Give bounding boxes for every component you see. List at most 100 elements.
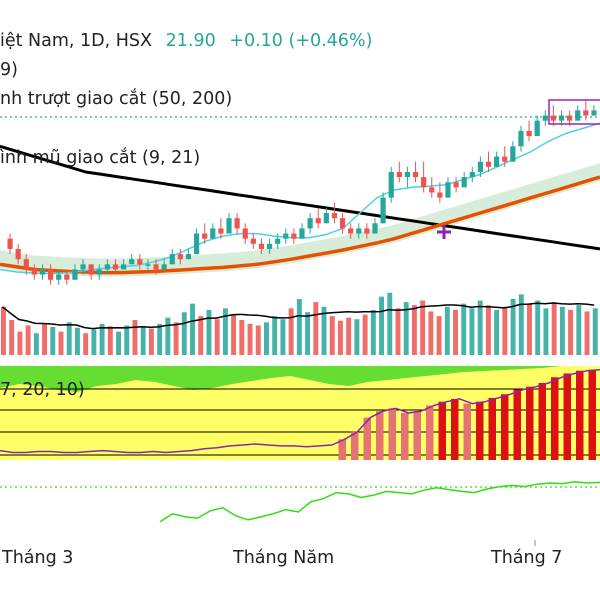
candle-body [502,156,508,162]
candle [299,223,305,239]
candle [534,115,540,137]
candle-body [558,115,565,121]
volume-bar [551,302,557,355]
volume-bar [132,320,138,355]
candle [129,254,135,265]
stoch-histogram [338,369,596,460]
candle-body [226,218,232,234]
stoch-background [0,366,600,460]
candle [567,110,573,126]
candle-body [72,269,78,280]
volume-bar [444,306,450,355]
stoch-bar [413,411,421,460]
candle-body [234,218,240,229]
volume-bar [116,331,121,355]
sma-long-path [0,144,600,251]
rsi-path [159,481,600,523]
stoch-bar [426,405,434,460]
candle [234,213,240,234]
volume-bars [1,292,598,355]
candle-body [161,264,167,270]
candle-body [177,254,183,260]
indicator-label-4: 7, 20, 10) [0,380,85,400]
stoch-bar [513,389,521,460]
volume-bar [346,317,352,355]
candle [453,177,459,193]
candle-body [23,259,29,270]
candle [356,223,362,239]
volume-bar [453,309,458,355]
ichimoku-cloud [0,163,600,277]
volume-bar [370,309,376,355]
volume-bar [181,312,187,355]
volume-bar [83,333,89,355]
stoch-bar [401,413,409,460]
volume-ma-path [2,302,595,330]
volume-bar [1,306,6,355]
candle [258,238,265,255]
stoch-bar [388,408,396,460]
cloud-area [0,163,600,277]
candle-body [412,171,419,178]
candle-body [258,243,265,249]
stoch-k-line [0,369,600,454]
candle-body [291,233,297,239]
volume-bar [527,303,532,355]
volume-bar [247,323,253,355]
candle-body [437,192,443,198]
candle [266,238,273,255]
candle [88,264,94,280]
candle [226,213,232,234]
volume-bar [272,316,278,355]
volume-bar [280,319,286,355]
candle [412,161,419,183]
volume-bar [42,323,48,355]
candle-body [485,161,492,167]
candle [445,177,451,198]
candle-body [145,264,151,266]
candle-body [185,254,192,260]
indicator-label-2: nh trượt giao cắt (50, 200) [0,88,232,109]
candle [421,161,427,193]
candle-body [583,110,589,116]
candle [193,228,200,255]
volume-bar [74,327,80,355]
volume-bar [592,308,598,355]
stoch-bar [488,397,496,460]
candle [185,248,192,260]
candle-body [120,264,127,270]
volume-bar [50,327,56,355]
x-tick-label-3: Tháng 7 [490,548,562,568]
volume-bar [222,308,228,355]
candle-body [510,146,516,162]
candle-body [112,264,119,270]
candle-body [445,182,451,198]
stoch-level-lines [0,388,600,456]
stoch-k-path [0,369,600,454]
volume-bar [395,308,401,355]
volume-bar [469,308,475,355]
volume-bar [148,328,154,355]
volume-bar [99,323,105,355]
volume-bar [9,320,15,355]
candle [396,161,402,183]
volume-bar [461,303,467,355]
volume-bar [502,306,508,355]
volume-bar [485,305,491,355]
candlestick-series [7,100,597,285]
candle [502,146,508,167]
candle [250,233,256,249]
candle [558,110,565,126]
stoch-bar [551,377,559,460]
volume-ma-line [2,302,595,330]
candle [64,269,70,285]
candle-body [64,274,70,280]
candle [526,120,532,142]
stoch-bar [463,403,471,460]
candle-body [494,156,500,167]
candle-body [323,213,329,224]
candle-body [193,233,200,255]
volume-bar [231,314,237,355]
candle-body [461,177,467,188]
